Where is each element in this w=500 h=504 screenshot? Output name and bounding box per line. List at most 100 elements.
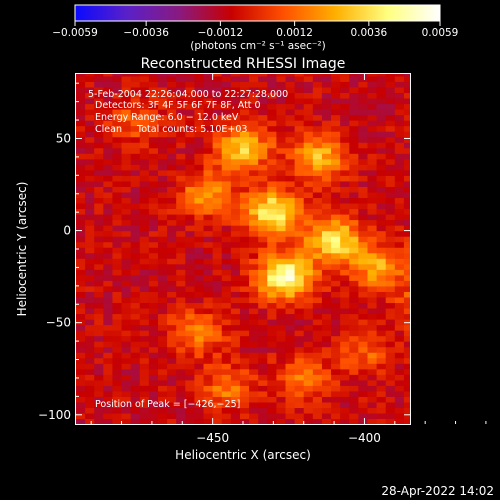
heatmap-cell [85, 275, 95, 281]
heatmap-cell [258, 269, 268, 275]
heatmap-cell [340, 87, 350, 93]
heatmap-cell [313, 81, 323, 87]
heatmap-cell [85, 319, 95, 325]
heatmap-cell [94, 418, 104, 424]
heatmap-cell [313, 137, 323, 143]
heatmap-cell [76, 164, 86, 170]
heatmap-cell [349, 330, 359, 336]
heatmap-cell [295, 291, 305, 297]
heatmap-cell [176, 286, 186, 292]
heatmap-cell [349, 280, 359, 286]
heatmap-cell [112, 385, 122, 391]
heatmap-cell [176, 341, 186, 347]
heatmap-cell [377, 164, 387, 170]
heatmap-cell [194, 242, 204, 248]
heatmap-cell [194, 81, 204, 87]
heatmap-cell [140, 280, 150, 286]
x-tick-label: −450 [196, 431, 229, 445]
heatmap-cell [276, 148, 286, 154]
heatmap-cell [322, 313, 332, 319]
heatmap-cell [276, 197, 286, 203]
heatmap-cell [304, 380, 314, 386]
heatmap-cell [331, 264, 341, 270]
heatmap-cell [122, 153, 132, 159]
heatmap-cell [358, 126, 368, 132]
heatmap-cell [76, 407, 86, 413]
heatmap-cell [304, 170, 314, 176]
heatmap-cell [258, 242, 268, 248]
heatmap-cell [386, 220, 396, 226]
heatmap-cell [112, 363, 122, 369]
heatmap-cell [295, 170, 305, 176]
heatmap-cell [85, 280, 95, 286]
heatmap-cell [185, 214, 195, 220]
heatmap-cell [149, 214, 159, 220]
heatmap-cell [377, 109, 387, 115]
heatmap-cell [85, 153, 95, 159]
heatmap-cell [276, 341, 286, 347]
heatmap-cell [295, 391, 305, 397]
heatmap-cell [231, 286, 241, 292]
heatmap-cell [185, 297, 195, 303]
heatmap-cell [386, 269, 396, 275]
heatmap-cell [276, 297, 286, 303]
heatmap-cell [358, 153, 368, 159]
heatmap-cell [222, 418, 232, 424]
heatmap-cell [158, 286, 168, 292]
heatmap-cell [213, 418, 223, 424]
heatmap-cell [249, 374, 259, 380]
heatmap-cell [322, 380, 332, 386]
heatmap-cell [276, 247, 286, 253]
heatmap-cell [176, 385, 186, 391]
heatmap-cell [295, 302, 305, 308]
heatmap-cell [358, 363, 368, 369]
heatmap-cell [395, 197, 405, 203]
heatmap-cell [185, 197, 195, 203]
heatmap-cell [331, 313, 341, 319]
heatmap-cell [404, 87, 414, 93]
heatmap-cell [194, 391, 204, 397]
heatmap-cell [304, 247, 314, 253]
heatmap-cell [267, 103, 277, 109]
heatmap-cell [213, 137, 223, 143]
heatmap-cell [304, 225, 314, 231]
heatmap-cell [395, 126, 405, 132]
heatmap-cell [322, 275, 332, 281]
heatmap-cell [122, 385, 132, 391]
heatmap-cell [295, 208, 305, 214]
heatmap-cell [331, 131, 341, 137]
heatmap-cell [94, 181, 104, 187]
heatmap-cell [276, 413, 286, 419]
heatmap-cell [349, 208, 359, 214]
heatmap-cell [404, 319, 414, 325]
heatmap-cell [258, 120, 268, 126]
heatmap-cell [213, 186, 223, 192]
heatmap-cell [358, 313, 368, 319]
heatmap-cell [304, 407, 314, 413]
heatmap-cell [176, 336, 186, 342]
heatmap-cell [158, 391, 168, 397]
heatmap-cell [331, 374, 341, 380]
heatmap-cell [85, 258, 95, 264]
heatmap-cell [149, 253, 159, 259]
heatmap-cell [367, 225, 377, 231]
heatmap-cell [240, 76, 250, 82]
heatmap-cell [340, 341, 350, 347]
heatmap-cell [304, 363, 314, 369]
heatmap-cell [176, 142, 186, 148]
heatmap-cell [258, 352, 268, 358]
heatmap-cell [377, 153, 387, 159]
heatmap-cell [112, 330, 122, 336]
heatmap-cell [204, 341, 214, 347]
heatmap-cell [122, 175, 132, 181]
heatmap-cell [276, 286, 286, 292]
heatmap-cell [176, 363, 186, 369]
heatmap-cell [103, 164, 113, 170]
heatmap-cell [231, 308, 241, 314]
heatmap-cell [112, 170, 122, 176]
heatmap-cell [404, 380, 414, 386]
heatmap-cell [340, 264, 350, 270]
heatmap-cell [322, 291, 332, 297]
heatmap-cell [258, 236, 268, 242]
heatmap-cell [258, 225, 268, 231]
